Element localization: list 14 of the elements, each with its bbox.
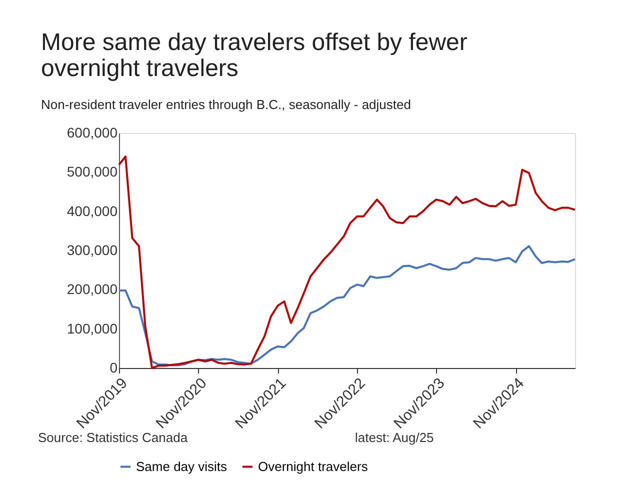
text: latest: Aug/25 <box>355 430 434 445</box>
line-series <box>118 245 576 366</box>
y-tick-label: 500,000 <box>66 164 118 180</box>
y-tick-label: 400,000 <box>66 202 118 219</box>
y-tick-label: 600,000 <box>66 124 118 140</box>
chart-subtitle: Non-resident traveler entries through B.C., seasonally - adjusted <box>41 97 411 112</box>
y-tick-label: 300,000 <box>66 242 118 258</box>
legend-label: Same day visits <box>136 458 228 474</box>
source-note: Source: Statistics Canada <box>38 430 188 445</box>
y-tick-label: 100,000 <box>66 320 118 336</box>
y-tick-label: 0 <box>110 360 118 376</box>
y-tick-label: 200,000 <box>66 281 118 298</box>
chart-title: More same day travelers offset by fewer overnight travelers <box>41 29 468 82</box>
legend-label: Overnight travelers <box>258 458 368 474</box>
